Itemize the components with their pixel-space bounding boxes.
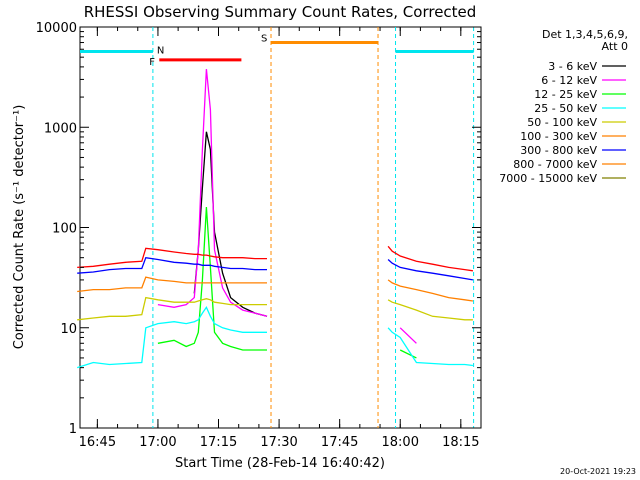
series-line xyxy=(77,256,474,281)
x-tick-label: 17:30 xyxy=(260,435,297,450)
legend-label: 25 - 50 keV xyxy=(534,102,597,115)
legend-header: Det 1,3,4,5,6,9, xyxy=(542,28,628,41)
y-axis-label: Corrected Count Rate (s⁻¹ detector⁻¹) xyxy=(12,105,27,350)
y-tick-label: 1 xyxy=(69,422,77,437)
timestamp: 20-Oct-2021 19:23 xyxy=(560,467,636,476)
legend-label: 3 - 6 keV xyxy=(548,60,597,73)
annotation-label: S xyxy=(261,34,267,45)
y-tick-label: 100 xyxy=(52,222,77,237)
x-tick-label: 18:15 xyxy=(442,435,479,450)
plot-frame xyxy=(79,26,482,429)
axis-layer: 1 10 100 1000 10000 16:45 17:00 17:15 17:30 17:45… xyxy=(36,21,482,450)
annotation-label: N xyxy=(157,45,164,56)
legend-label: 800 - 7000 keV xyxy=(513,158,597,171)
legend-label: 6 - 12 keV xyxy=(541,74,597,87)
x-tick-label: 18:00 xyxy=(382,435,419,450)
x-tick-label: 17:15 xyxy=(200,435,237,450)
x-axis-label: Start Time (28-Feb-14 16:40:42) xyxy=(175,456,385,471)
plot-layer: NF S xyxy=(77,27,475,428)
annotation-label: F xyxy=(149,57,155,68)
x-tick-label: 17:45 xyxy=(321,435,358,450)
series-line xyxy=(77,305,473,369)
series-line xyxy=(157,69,417,344)
y-tick-label: 10000 xyxy=(36,21,77,36)
legend-label: 300 - 800 keV xyxy=(520,144,597,157)
series-line xyxy=(77,245,473,272)
y-tick-label: 1000 xyxy=(44,121,77,136)
series-line xyxy=(157,206,417,359)
legend-label: 12 - 25 keV xyxy=(534,88,597,101)
legend-label: 100 - 300 keV xyxy=(520,130,597,143)
x-tick-label: 17:00 xyxy=(139,435,176,450)
x-tick-label: 16:45 xyxy=(79,435,116,450)
y-tick-label: 10 xyxy=(60,322,77,337)
legend-header: Att 0 xyxy=(602,40,628,53)
series-line xyxy=(194,132,400,328)
chart-title: RHESSI Observing Summary Count Rates, Co… xyxy=(84,3,477,21)
series-line xyxy=(77,296,473,321)
legend-label: 50 - 100 keV xyxy=(527,116,597,129)
legend-label: 7000 - 15000 keV xyxy=(499,172,597,185)
series-line xyxy=(77,276,473,302)
